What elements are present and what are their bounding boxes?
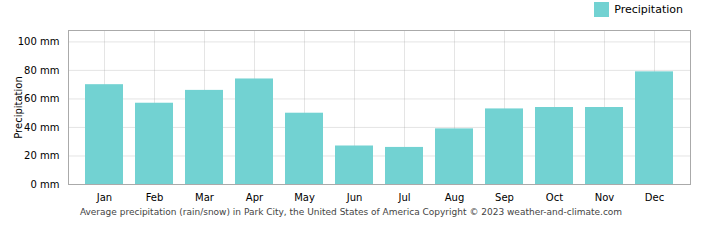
svg-text:Dec: Dec — [645, 192, 664, 203]
svg-text:Jan: Jan — [96, 192, 112, 203]
svg-text:100 mm: 100 mm — [18, 36, 60, 47]
svg-text:Aug: Aug — [445, 192, 465, 203]
svg-text:20 mm: 20 mm — [24, 150, 59, 161]
svg-text:Oct: Oct — [546, 192, 563, 203]
svg-text:Apr: Apr — [246, 192, 264, 203]
svg-text:80 mm: 80 mm — [24, 65, 59, 76]
svg-text:Jun: Jun — [346, 192, 363, 203]
svg-text:May: May — [294, 192, 315, 203]
svg-text:0 mm: 0 mm — [30, 179, 59, 190]
svg-text:Sep: Sep — [495, 192, 514, 203]
svg-text:Jul: Jul — [397, 192, 410, 203]
svg-text:Mar: Mar — [195, 192, 215, 203]
svg-text:Nov: Nov — [595, 192, 615, 203]
svg-text:Precipitation: Precipitation — [13, 76, 24, 139]
svg-text:40 mm: 40 mm — [24, 122, 59, 133]
html-text:Average precipitation (rain/sn: Average precipitation (rain/snow) in Par… — [79, 207, 623, 217]
svg-text:60 mm: 60 mm — [24, 93, 59, 104]
svg-text:Feb: Feb — [146, 192, 164, 203]
html-text:Precipitation: Precipitation — [614, 2, 683, 16]
